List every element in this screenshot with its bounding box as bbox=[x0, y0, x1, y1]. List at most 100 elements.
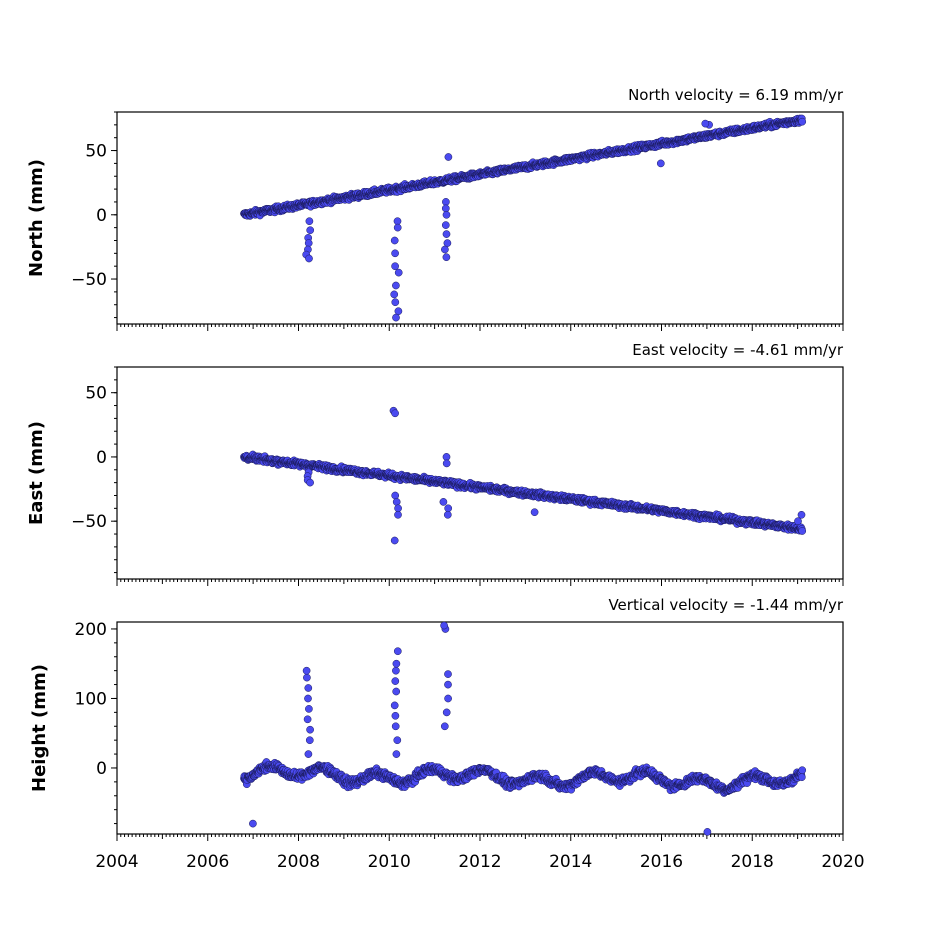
data-point bbox=[394, 510, 402, 519]
data-point bbox=[394, 268, 403, 277]
data-point bbox=[392, 498, 401, 506]
data-points bbox=[240, 406, 807, 545]
y-tick-label: 200 bbox=[75, 620, 107, 640]
data-point bbox=[441, 245, 449, 254]
x-ticks bbox=[116, 579, 844, 586]
y-axis-label: North (mm) bbox=[26, 159, 47, 277]
data-point bbox=[442, 453, 451, 461]
data-point bbox=[798, 766, 807, 775]
data-point bbox=[798, 527, 807, 535]
data-point bbox=[443, 239, 452, 247]
data-point bbox=[390, 536, 399, 545]
data-point bbox=[794, 517, 802, 526]
y-tick-label: 0 bbox=[96, 448, 107, 468]
data-point bbox=[306, 725, 314, 734]
data-point bbox=[249, 819, 257, 828]
panel-east: East velocity = -4.61 mm/yr East (mm) 50… bbox=[26, 341, 844, 586]
y-tick-label: 50 bbox=[85, 142, 107, 162]
data-point bbox=[656, 159, 665, 168]
data-point bbox=[797, 773, 806, 782]
data-point bbox=[441, 221, 450, 229]
y-tick-label: 100 bbox=[75, 689, 107, 709]
plot-frame bbox=[116, 621, 844, 835]
data-point bbox=[391, 711, 400, 720]
data-points bbox=[240, 621, 807, 836]
data-points bbox=[240, 114, 807, 322]
data-point bbox=[440, 621, 448, 630]
x-tick-label: 2018 bbox=[731, 852, 774, 872]
x-tick-label: 2008 bbox=[277, 852, 320, 872]
data-point bbox=[391, 409, 399, 418]
x-ticks bbox=[116, 324, 844, 331]
panel-title: North velocity = 6.19 mm/yr bbox=[628, 86, 844, 104]
data-point bbox=[442, 198, 450, 206]
panel-height: Vertical velocity = -1.44 mm/yr Height (… bbox=[29, 596, 865, 872]
data-point bbox=[304, 684, 313, 692]
data-point bbox=[305, 705, 313, 713]
y-axis-label: Height (mm) bbox=[29, 664, 50, 792]
data-point bbox=[444, 670, 452, 678]
panel-title: East velocity = -4.61 mm/yr bbox=[632, 341, 844, 359]
data-point bbox=[304, 694, 312, 703]
data-point bbox=[392, 687, 401, 696]
x-tick-label: 2006 bbox=[186, 852, 229, 872]
data-point bbox=[391, 249, 399, 258]
y-tick-label: −50 bbox=[71, 270, 107, 290]
data-point bbox=[393, 223, 402, 232]
data-point bbox=[394, 307, 403, 316]
data-point bbox=[391, 722, 400, 731]
plot-frame bbox=[116, 366, 844, 580]
y-ticks: 50 0 −50 bbox=[71, 111, 117, 319]
data-point bbox=[390, 290, 399, 299]
data-point bbox=[441, 204, 450, 213]
data-point bbox=[303, 715, 312, 724]
y-tick-label: 0 bbox=[96, 206, 107, 226]
data-point bbox=[443, 510, 452, 519]
y-ticks: 50 0 −50 bbox=[71, 366, 117, 574]
data-point bbox=[304, 750, 313, 758]
data-point bbox=[392, 666, 400, 675]
data-point bbox=[797, 510, 806, 519]
data-point bbox=[442, 708, 451, 717]
x-tick-label: 2016 bbox=[640, 852, 683, 872]
data-point bbox=[391, 262, 399, 271]
data-point bbox=[703, 828, 712, 836]
x-tick-label: 2012 bbox=[458, 852, 501, 872]
data-point bbox=[701, 119, 710, 128]
data-point bbox=[392, 281, 400, 290]
data-point bbox=[306, 478, 314, 487]
data-point bbox=[390, 236, 399, 245]
data-point bbox=[439, 498, 448, 506]
y-axis-label: East (mm) bbox=[26, 421, 47, 525]
data-point bbox=[305, 736, 314, 745]
data-point bbox=[444, 504, 453, 513]
panel-title: Vertical velocity = -1.44 mm/yr bbox=[608, 596, 843, 614]
data-point bbox=[442, 253, 451, 262]
panel-north: North velocity = 6.19 mm/yr North (mm) 5… bbox=[26, 86, 844, 331]
data-point bbox=[444, 680, 452, 689]
data-point bbox=[391, 298, 400, 307]
data-point bbox=[444, 153, 453, 161]
data-point bbox=[440, 722, 449, 731]
data-point bbox=[390, 701, 399, 710]
data-point bbox=[391, 677, 400, 685]
data-point bbox=[393, 647, 402, 656]
x-tick-label: 2004 bbox=[95, 852, 138, 872]
y-tick-label: 0 bbox=[96, 759, 107, 779]
x-tick-label: 2014 bbox=[549, 852, 592, 872]
x-tick-label: 2020 bbox=[821, 852, 864, 872]
data-point bbox=[302, 666, 311, 675]
y-ticks: 200 100 0 bbox=[75, 620, 117, 825]
data-point bbox=[391, 491, 400, 500]
data-point bbox=[392, 659, 401, 668]
data-point bbox=[442, 230, 451, 238]
data-point bbox=[444, 694, 452, 703]
data-point bbox=[394, 504, 402, 513]
plot-frame bbox=[116, 111, 844, 325]
data-point bbox=[392, 313, 400, 322]
data-point bbox=[306, 226, 315, 235]
data-point bbox=[305, 217, 314, 226]
data-point bbox=[798, 117, 807, 126]
data-point bbox=[393, 217, 402, 226]
